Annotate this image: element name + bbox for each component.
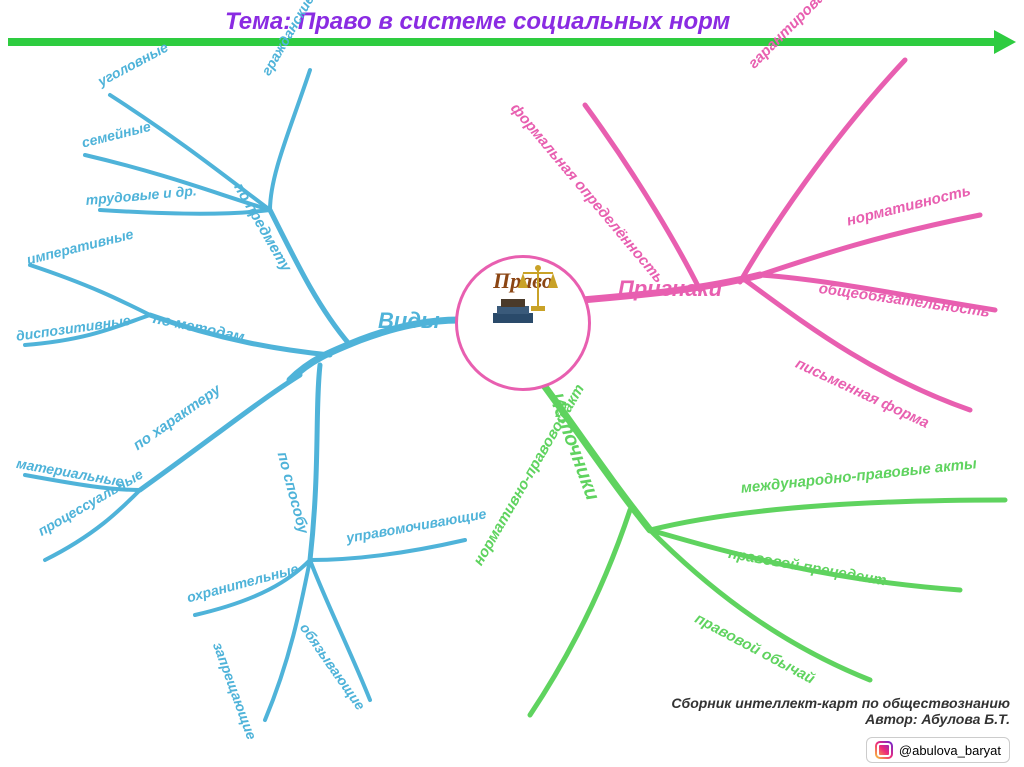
scales-icon xyxy=(483,258,563,328)
footer-line1: Сборник интеллект-карт по обществознанию xyxy=(671,695,1010,711)
instagram-handle: @abulova_baryat xyxy=(899,743,1001,758)
footer-credit: Сборник интеллект-карт по обществознанию… xyxy=(671,695,1010,727)
center-node: Право xyxy=(455,255,591,391)
branch-label: Виды xyxy=(378,308,440,334)
footer-line2: Автор: Абулова Б.Т. xyxy=(671,711,1010,727)
branch-label: Признаки xyxy=(618,276,722,302)
instagram-badge[interactable]: @abulova_baryat xyxy=(866,737,1010,763)
instagram-icon xyxy=(875,741,893,759)
